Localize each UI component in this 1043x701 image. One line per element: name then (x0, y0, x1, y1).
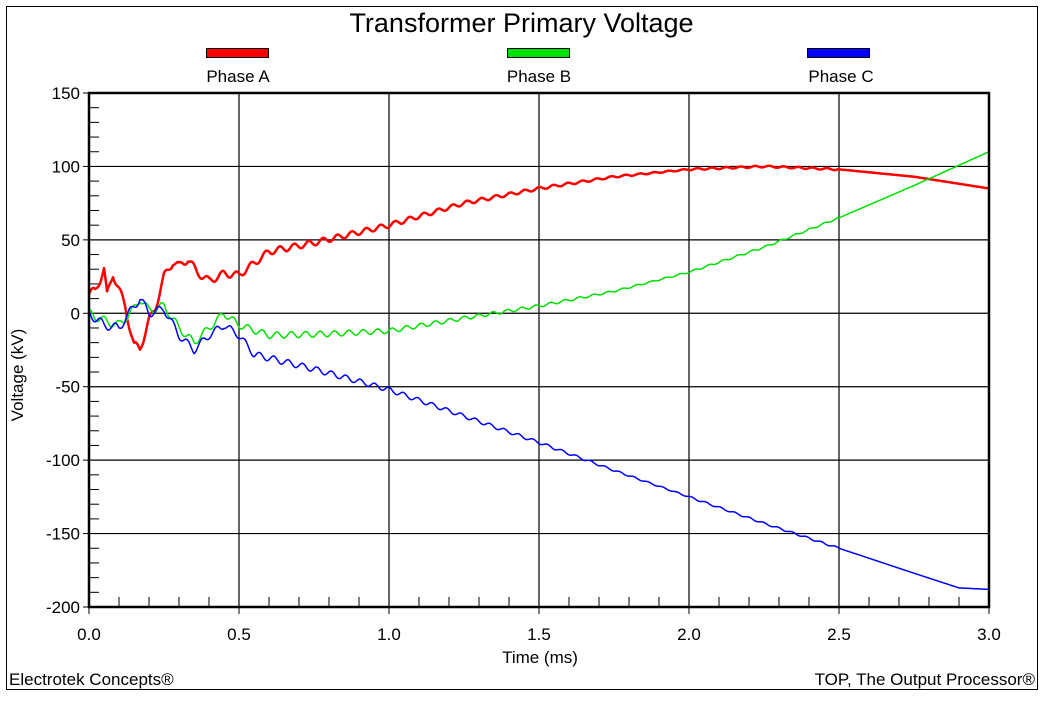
x-tick-label: 1.5 (527, 625, 551, 644)
x-tick-label: 0.0 (77, 625, 101, 644)
chart-title: Transformer Primary Voltage (349, 8, 694, 38)
footer-left-credit: Electrotek Concepts® (9, 670, 174, 689)
series-phase-b (88, 151, 990, 345)
footer-right-credit: TOP, The Output Processor® (814, 670, 1035, 689)
x-tick-label: 2.0 (677, 625, 701, 644)
y-tick-label: 100 (52, 157, 80, 176)
chart-frame (6, 6, 1038, 690)
y-tick-label: 0 (71, 304, 80, 323)
y-tick-label: -100 (46, 451, 80, 470)
legend-label-phase-c: Phase C (808, 67, 874, 86)
y-tick-label: 150 (52, 84, 80, 103)
legend-swatch-phase-c (807, 48, 870, 58)
y-axis-label: Voltage (kV) (8, 328, 27, 422)
y-tick-label: -150 (46, 525, 80, 544)
y-tick-label: 50 (61, 231, 80, 250)
y-tick-label: -200 (46, 598, 80, 617)
x-tick-label: 1.0 (377, 625, 401, 644)
x-tick-label: 2.5 (827, 625, 851, 644)
legend-label-phase-b: Phase B (506, 67, 572, 86)
plot-border (87, 91, 991, 609)
y-tick-label: -50 (55, 378, 80, 397)
legend-swatch-phase-a (206, 48, 269, 58)
x-tick-label: 3.0 (977, 625, 1001, 644)
legend-label-phase-a: Phase A (206, 67, 270, 86)
x-axis-label: Time (ms) (502, 648, 578, 667)
series-phase-c (88, 298, 990, 591)
legend-swatch-phase-b (507, 48, 570, 58)
series-phase-a (87, 164, 990, 351)
x-tick-label: 0.5 (227, 625, 251, 644)
